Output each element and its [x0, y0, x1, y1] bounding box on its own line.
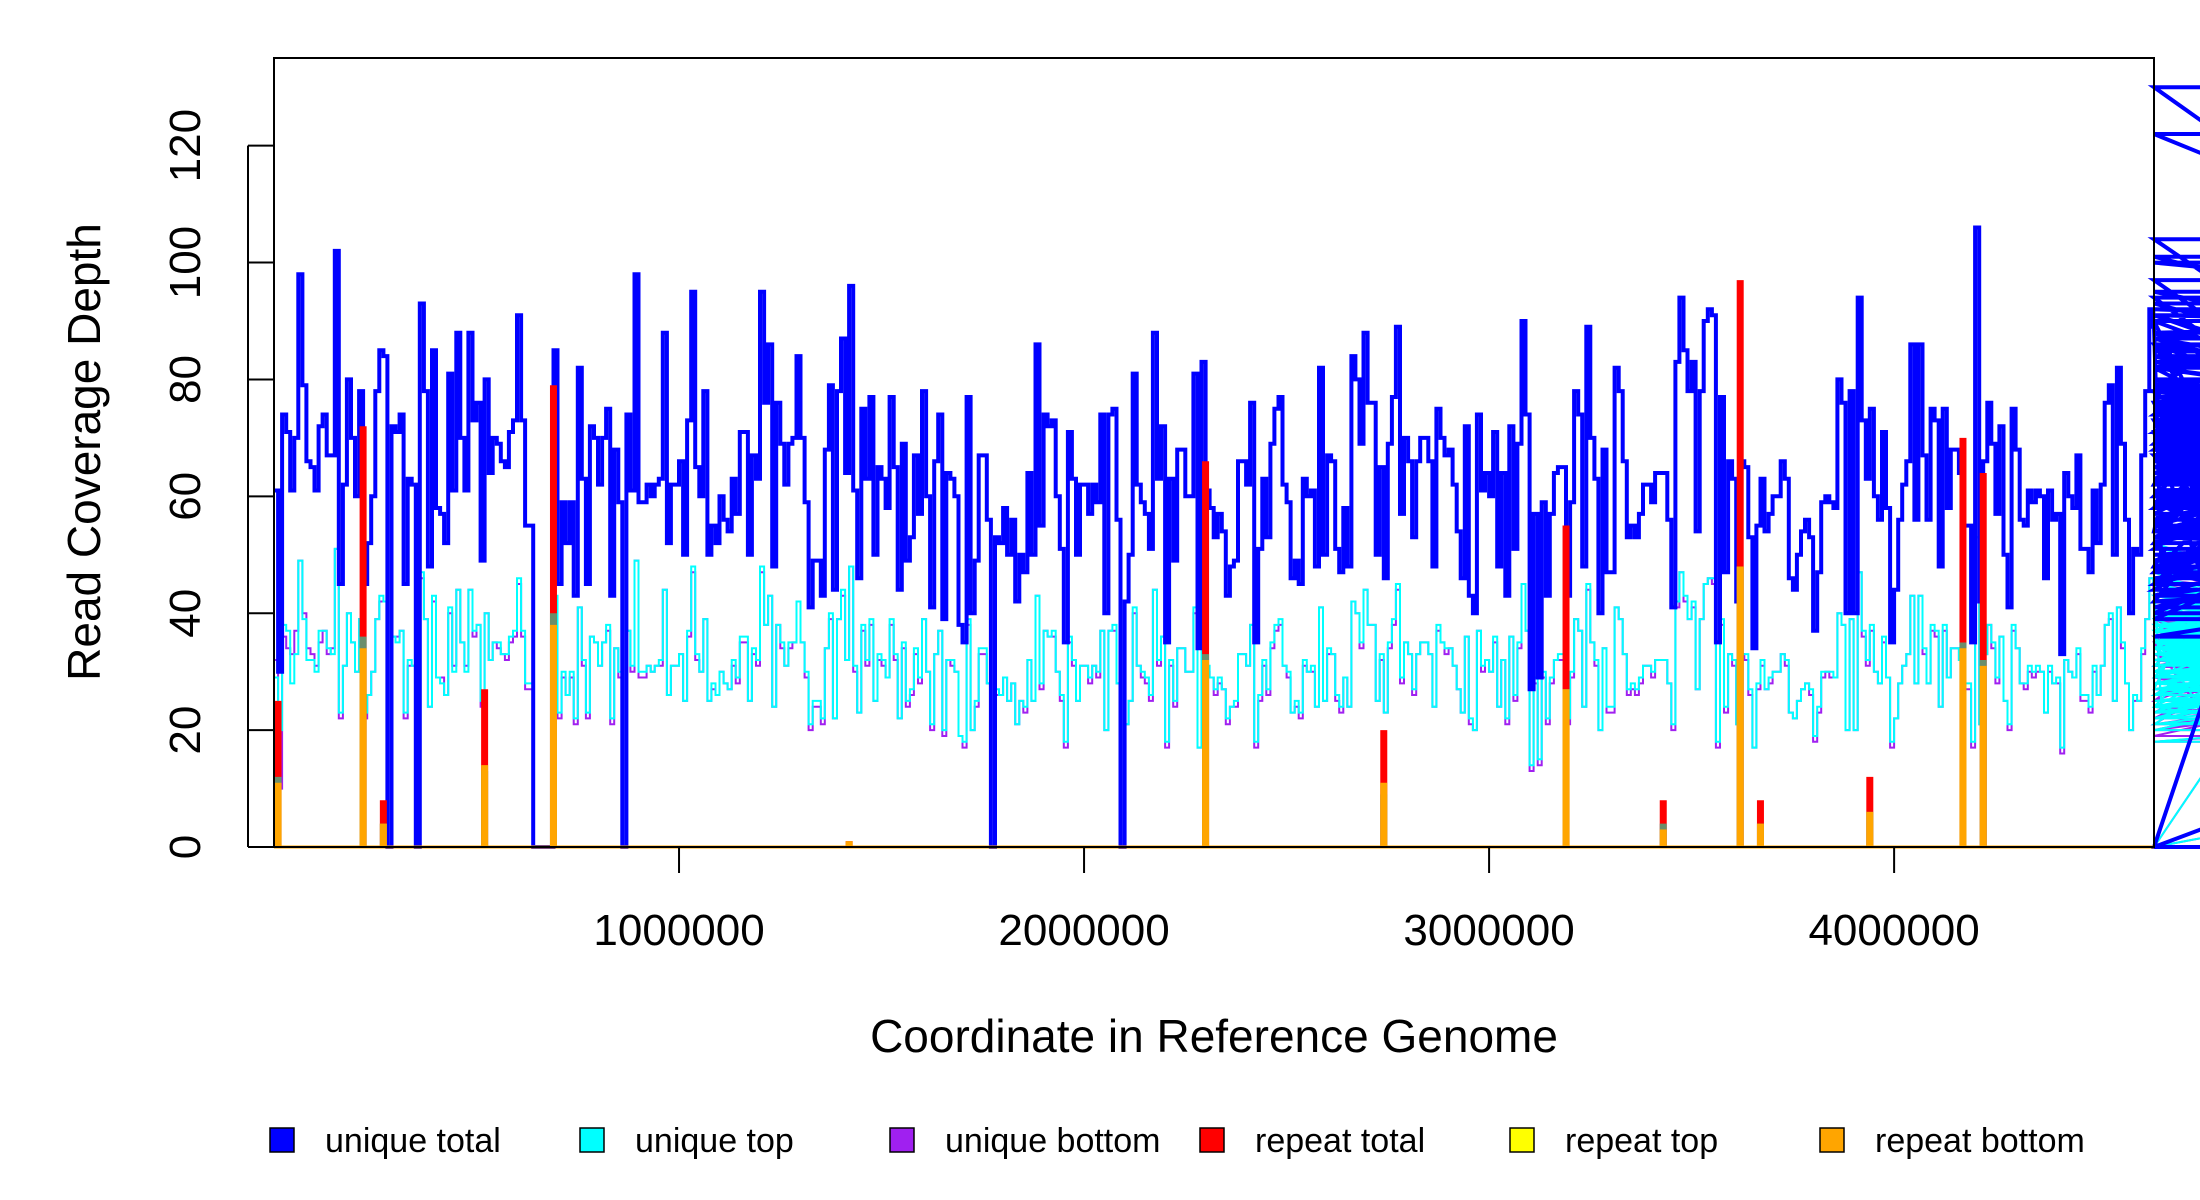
y-axis: 0 20 40 60 80 100 120: [161, 109, 274, 859]
x-axis-title: Coordinate in Reference Genome: [870, 1010, 1558, 1062]
legend-swatch: [1509, 1127, 1535, 1153]
legend-swatch: [269, 1127, 295, 1153]
legend-swatch: [1819, 1127, 1845, 1153]
y-tick-label: 0: [161, 835, 210, 859]
y-tick-label: 100: [161, 226, 210, 299]
legend-label: unique top: [635, 1122, 794, 1160]
y-axis-title: Read Coverage Depth: [58, 223, 110, 681]
y-tick-label: 20: [161, 706, 210, 755]
legend-label: repeat top: [1565, 1122, 1718, 1160]
repeat-spikes: [274, 280, 2154, 849]
x-tick-label: 3000000: [1403, 906, 1574, 955]
x-tick-label: 4000000: [1808, 906, 1979, 955]
x-tick-label: 1000000: [593, 906, 764, 955]
x-tick-label: 2000000: [998, 906, 1169, 955]
series-line-unique-top: [274, 466, 2200, 848]
legend-label: repeat total: [1255, 1122, 1425, 1160]
legend-label: unique total: [325, 1122, 501, 1160]
legend-swatch: [1199, 1127, 1225, 1153]
y-tick-label: 80: [161, 355, 210, 404]
x-axis: 1000000 2000000 3000000 4000000: [593, 846, 1980, 955]
y-tick-label: 40: [161, 589, 210, 638]
y-tick-label: 60: [161, 472, 210, 521]
legend-swatch: [579, 1127, 605, 1153]
y-tick-label: 120: [161, 109, 210, 182]
legend-label: unique bottom: [945, 1122, 1161, 1160]
legend: unique total unique top unique bottom repea…: [269, 1122, 2085, 1160]
series-line-unique-total: [274, 85, 2200, 849]
coverage-lines: [274, 85, 2200, 849]
legend-swatch: [889, 1127, 915, 1153]
legend-label: repeat bottom: [1875, 1122, 2085, 1160]
